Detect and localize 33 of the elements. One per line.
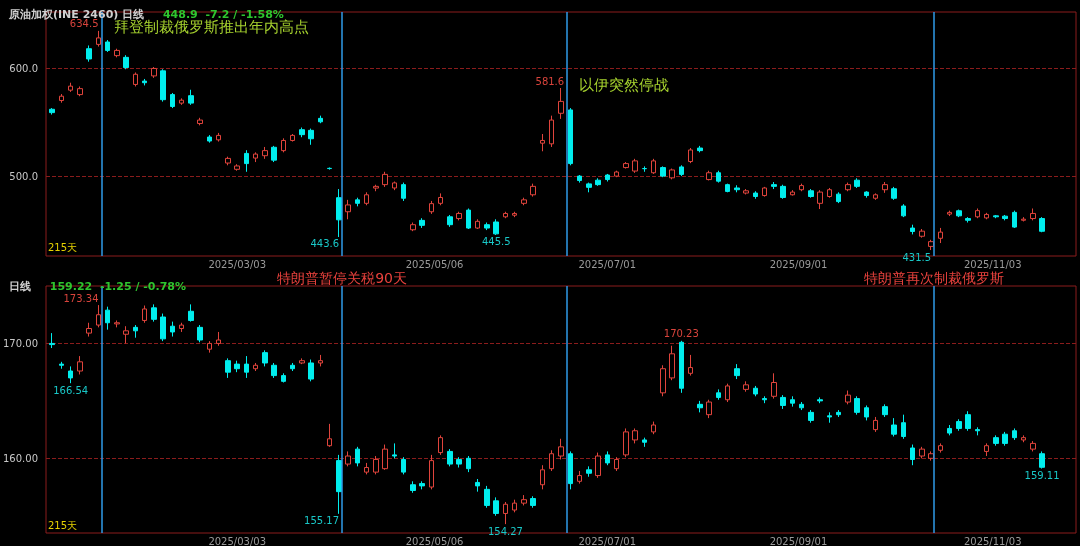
x-tick-label: 2025/09/01 <box>769 535 828 546</box>
x-tick-label: 2025/07/01 <box>578 258 637 270</box>
x-tick-label: 2025/09/01 <box>769 258 828 270</box>
x-tick-label: 2025/07/01 <box>578 535 637 546</box>
annotation: 443.6 <box>310 238 340 250</box>
y-tick-label: 500.0 <box>9 170 38 182</box>
ref-line-label: 特朗普再次制裁俄罗斯 <box>864 270 1005 286</box>
annotation: 431.5 <box>902 251 932 263</box>
annotation: 166.54 <box>53 384 89 396</box>
annotation: 581.6 <box>535 75 565 87</box>
x-tick-label: 2025/03/03 <box>208 258 267 270</box>
y-tick-label: 170.00 <box>3 337 38 349</box>
ref-line-label: 以伊突然停战 <box>579 75 670 94</box>
x-tick-label: 2025/11/03 <box>963 258 1022 270</box>
chart-title: 日线 <box>9 279 31 293</box>
annotation: 155.17 <box>304 515 340 527</box>
annotation: 154.27 <box>487 525 523 537</box>
x-tick-label: 2025/11/03 <box>963 535 1022 546</box>
ref-line-label: 特朗普暂停关税90天 <box>277 270 407 286</box>
annotation: 634.5 <box>69 18 99 30</box>
annotation: 215天 <box>48 241 78 253</box>
x-tick-label: 2025/05/06 <box>405 258 464 270</box>
annotation: 170.23 <box>663 328 699 340</box>
annotation: 159.11 <box>1024 470 1060 482</box>
y-tick-label: 160.00 <box>3 452 38 464</box>
annotation: 445.5 <box>481 236 511 248</box>
ref-line-label: 拜登制裁俄罗斯推出年内高点 <box>113 18 309 37</box>
annotation: 215天 <box>48 519 78 531</box>
x-tick-label: 2025/03/03 <box>208 535 267 546</box>
y-tick-label: 600.0 <box>9 62 38 74</box>
chart-subtitle: 159.22 -1.25 / -0.78% <box>49 279 187 293</box>
x-tick-label: 2025/05/06 <box>405 535 464 546</box>
annotation: 173.34 <box>63 292 99 304</box>
